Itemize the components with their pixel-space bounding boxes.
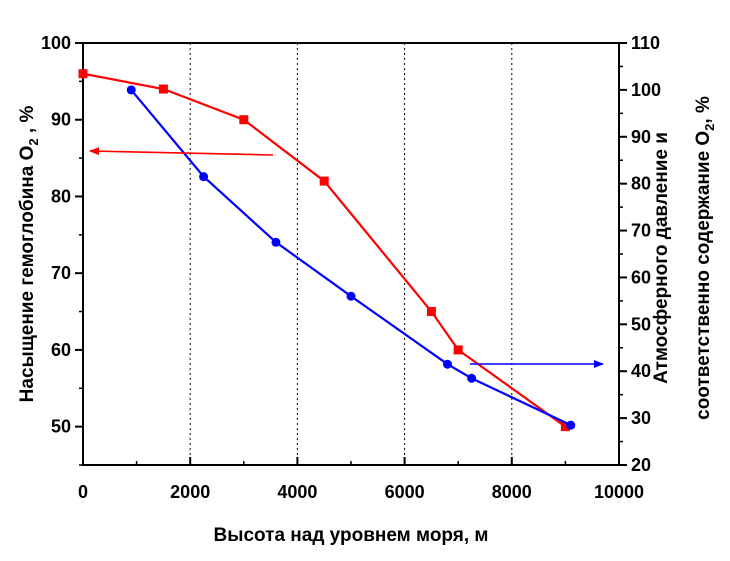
red-series-point: [426, 307, 436, 317]
x-tick-label: 4000: [277, 482, 317, 502]
red-series-point: [319, 176, 329, 186]
y-axis-left-title-subscript: 2: [26, 138, 41, 145]
y-axis-right-title-line2-unit: , %: [693, 96, 714, 124]
y-left-tick-label: 70: [51, 263, 71, 283]
red-series-point: [239, 115, 249, 125]
blue-series-point: [199, 172, 209, 182]
x-tick-label: 10000: [594, 482, 644, 502]
blue-series-point: [566, 420, 576, 430]
y-right-tick-label: 20: [631, 455, 651, 475]
x-tick-label: 2000: [170, 482, 210, 502]
x-axis: 0 2000 4000 6000 8000 10000: [78, 457, 644, 502]
y-axis-left: 100 90 80 70 60 50: [41, 33, 83, 466]
red-series-point: [453, 345, 463, 355]
x-tick-label: 0: [78, 482, 88, 502]
y-right-tick-label: 30: [631, 408, 651, 428]
red-series-axis-arrow: [89, 147, 274, 156]
y-axis-left-title-unit: , %: [17, 106, 38, 139]
y-right-tick-label: 90: [631, 127, 651, 147]
y-axis-left-title: Насыщение гемоглобина O2 , %: [17, 106, 41, 403]
blue-series-point: [346, 291, 356, 301]
red-series-line: [82, 72, 567, 428]
blue-series-point: [442, 359, 452, 369]
x-tick-label: 8000: [492, 482, 532, 502]
blue-series-point: [467, 373, 477, 383]
y-right-tick-label: 70: [631, 221, 651, 241]
x-tick-label: 6000: [385, 482, 425, 502]
y-right-tick-label: 80: [631, 174, 651, 194]
y-left-tick-label: 50: [51, 417, 71, 437]
plot-frame: [82, 42, 620, 466]
y-right-tick-label: 60: [631, 267, 651, 287]
red-series-point: [78, 69, 88, 79]
grid-lines: [189, 43, 513, 465]
y-axis-right-title-line1: Атмосферного давление и: [651, 132, 672, 384]
series-group: [78, 69, 576, 432]
y-right-tick-label: 110: [631, 33, 660, 53]
y-axis-right: 110 100 90 80 70 60 50 40 30 20: [619, 33, 661, 475]
red-series-point: [560, 422, 570, 432]
y-axis-left-title-main: Насыщение гемоглобина O: [17, 146, 38, 403]
y-right-tick-label: 50: [631, 314, 651, 334]
blue-series-point: [271, 237, 281, 247]
y-left-tick-label: 100: [41, 33, 71, 53]
y-right-tick-label: 100: [631, 80, 661, 100]
y-left-tick-label: 90: [51, 110, 71, 130]
red-series-point: [158, 84, 168, 94]
y-axis-right-title-line2-subscript: 2: [702, 124, 717, 131]
y-left-tick-label: 60: [51, 340, 71, 360]
blue-series-line: [130, 89, 572, 427]
y-left-tick-label: 80: [51, 186, 71, 206]
y-axis-right-title-line2-main: соответственно содержание O: [693, 131, 714, 420]
y-axis-right-title-line2: соответственно содержание O2, %: [693, 96, 717, 420]
blue-series-point: [126, 85, 136, 95]
x-axis-title: Высота над уровнем моря, м: [214, 525, 489, 546]
y-right-tick-label: 40: [631, 361, 651, 381]
